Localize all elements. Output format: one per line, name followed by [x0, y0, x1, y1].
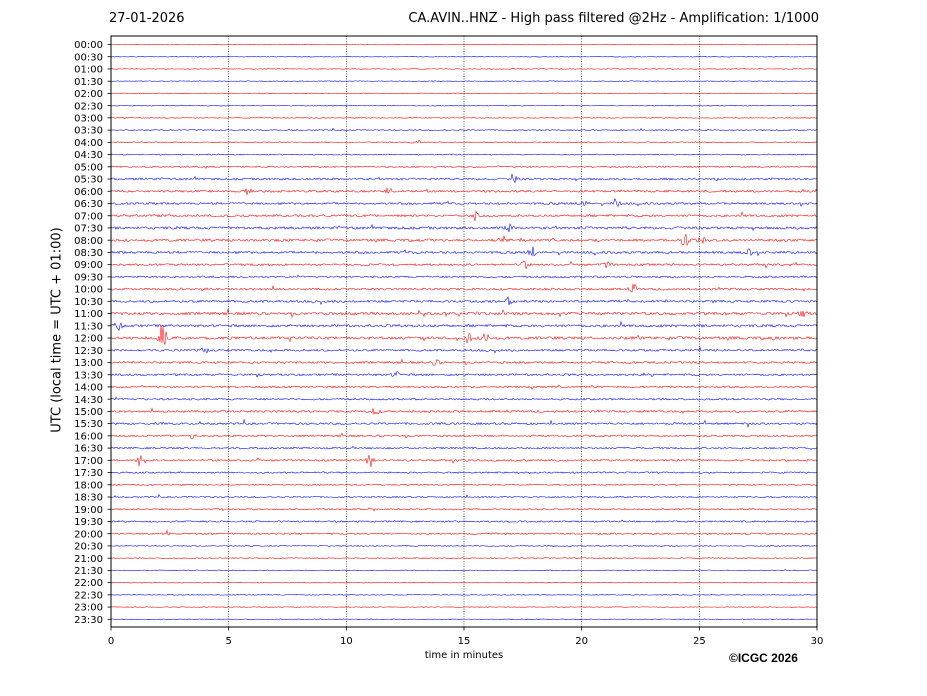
row-label-17:00: 17:00 — [74, 456, 103, 467]
time-grid — [228, 36, 700, 627]
row-label-19:30: 19:30 — [74, 517, 103, 528]
x-tick-label-10: 10 — [340, 636, 353, 647]
trace-row-17:30 — [110, 471, 818, 474]
trace-row-08:30 — [110, 246, 818, 257]
x-axis-ticks: 0 5 10 15 20 25 30 — [108, 627, 824, 647]
trace-row-21:00 — [110, 557, 818, 560]
trace-row-22:30 — [110, 594, 818, 596]
trace-row-11:00 — [110, 308, 818, 318]
x-tick-label-20: 20 — [575, 636, 588, 647]
row-label-07:00: 07:00 — [74, 211, 103, 222]
x-tick-label-30: 30 — [811, 636, 824, 647]
chart-title: CA.AVIN..HNZ - High pass filtered @2Hz -… — [408, 11, 819, 26]
row-label-21:30: 21:30 — [74, 566, 103, 577]
row-label-06:00: 06:00 — [74, 187, 103, 198]
row-label-12:30: 12:30 — [74, 346, 103, 357]
row-label-20:00: 20:00 — [74, 529, 103, 540]
row-label-02:00: 02:00 — [74, 89, 103, 100]
row-label-00:00: 00:00 — [74, 40, 103, 51]
trace-row-11:30 — [110, 320, 818, 332]
row-label-08:00: 08:00 — [74, 236, 103, 247]
row-label-16:30: 16:30 — [74, 444, 103, 455]
row-label-09:00: 09:00 — [74, 260, 103, 271]
row-label-22:00: 22:00 — [74, 578, 103, 589]
copyright-text: ©ICGC 2026 — [729, 651, 798, 665]
trace-row-09:00 — [110, 260, 818, 270]
row-label-20:30: 20:30 — [74, 542, 103, 553]
trace-row-13:00 — [110, 358, 818, 366]
row-label-14:30: 14:30 — [74, 395, 103, 406]
trace-row-02:30 — [110, 104, 818, 107]
x-tick-label-0: 0 — [108, 636, 114, 647]
trace-row-04:00 — [110, 139, 818, 144]
row-label-00:30: 00:30 — [74, 52, 103, 63]
row-label-08:30: 08:30 — [74, 248, 103, 259]
row-label-18:30: 18:30 — [74, 493, 103, 504]
row-label-01:30: 01:30 — [74, 77, 103, 88]
row-label-05:30: 05:30 — [74, 175, 103, 186]
row-label-22:30: 22:30 — [74, 590, 103, 601]
row-label-18:00: 18:00 — [74, 480, 103, 491]
row-label-04:00: 04:00 — [74, 138, 103, 149]
row-label-19:00: 19:00 — [74, 505, 103, 516]
row-label-09:30: 09:30 — [74, 272, 103, 283]
row-label-07:30: 07:30 — [74, 224, 103, 235]
row-label-01:00: 01:00 — [74, 65, 103, 76]
row-label-21:00: 21:00 — [74, 554, 103, 565]
trace-row-20:00 — [110, 529, 818, 536]
x-tick-label-25: 25 — [693, 636, 706, 647]
row-label-17:30: 17:30 — [74, 468, 103, 479]
x-axis-label-text: time in minutes — [424, 650, 504, 661]
row-label-16:00: 16:00 — [74, 431, 103, 442]
trace-row-22:00 — [110, 581, 818, 584]
row-label-23:30: 23:30 — [74, 615, 103, 626]
x-tick-label-5: 5 — [225, 636, 231, 647]
row-label-10:00: 10:00 — [74, 285, 103, 296]
trace-row-06:30 — [110, 198, 818, 208]
trace-row-12:30 — [110, 346, 818, 354]
row-label-03:30: 03:30 — [74, 126, 103, 137]
row-label-12:00: 12:00 — [74, 334, 103, 345]
row-label-14:00: 14:00 — [74, 383, 103, 394]
x-tick-label-15: 15 — [458, 636, 471, 647]
row-label-23:00: 23:00 — [74, 603, 103, 614]
trace-row-03:00 — [110, 117, 818, 119]
row-label-13:00: 13:00 — [74, 358, 103, 369]
row-label-15:00: 15:00 — [74, 407, 103, 418]
row-label-15:30: 15:30 — [74, 419, 103, 430]
trace-row-10:00 — [110, 283, 818, 293]
trace-row-07:30 — [110, 222, 818, 233]
trace-row-16:30 — [110, 445, 818, 450]
row-label-05:00: 05:00 — [74, 162, 103, 173]
x-axis-label: time in minutes — [0, 650, 927, 661]
row-label-02:30: 02:30 — [74, 101, 103, 112]
trace-row-08:00 — [110, 233, 818, 247]
row-label-11:30: 11:30 — [74, 321, 103, 332]
row-label-10:30: 10:30 — [74, 297, 103, 308]
chart-date: 27-01-2026 — [109, 11, 185, 26]
trace-row-03:30 — [110, 127, 818, 132]
trace-row-21:30 — [110, 569, 818, 572]
row-label-03:00: 03:00 — [74, 113, 103, 124]
row-label-13:30: 13:30 — [74, 370, 103, 381]
y-axis-label: UTC (local time = UTC + 01:00) — [49, 227, 65, 433]
trace-row-15:30 — [110, 418, 818, 428]
row-label-11:00: 11:00 — [74, 309, 103, 320]
trace-row-17:00 — [110, 455, 818, 468]
row-label-06:30: 06:30 — [74, 199, 103, 210]
row-label-04:30: 04:30 — [74, 150, 103, 161]
